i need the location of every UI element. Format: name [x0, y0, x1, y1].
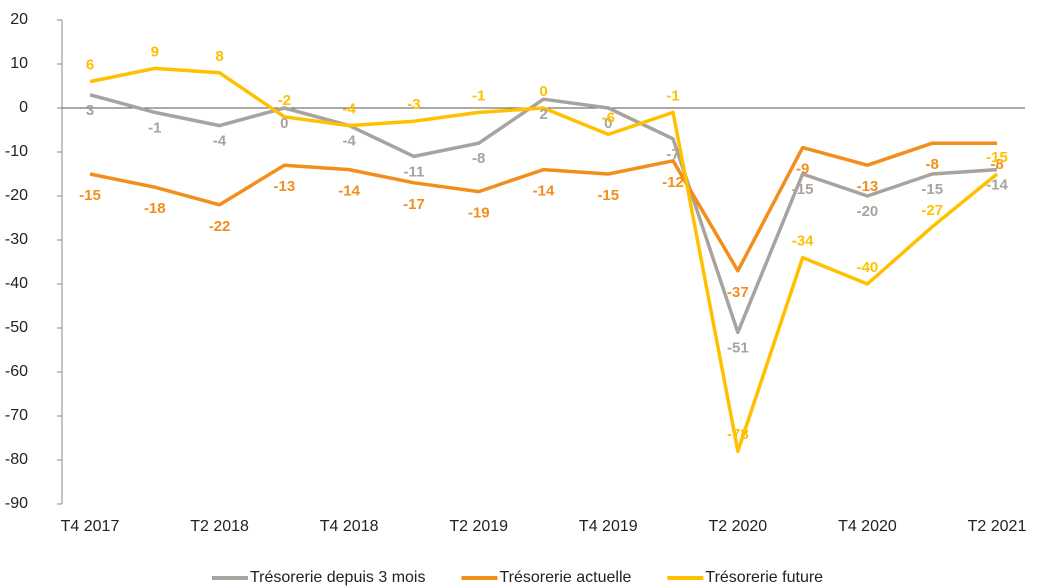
y-tick-label: -40: [5, 275, 28, 292]
data-label: -6: [602, 109, 615, 126]
data-label: -15: [597, 187, 619, 204]
data-label: -12: [662, 174, 684, 191]
data-label: -78: [727, 426, 749, 443]
data-label: -11: [403, 163, 424, 180]
x-tick-label: T4 2020: [838, 518, 897, 535]
y-tick-label: -60: [5, 363, 28, 380]
data-label: -37: [727, 284, 749, 301]
data-label: -9: [796, 161, 809, 178]
legend-label: Trésorerie future: [705, 569, 823, 586]
x-tick-label: T2 2018: [190, 518, 249, 535]
y-tick-label: -10: [5, 143, 28, 160]
data-label: -13: [274, 178, 296, 195]
data-label: 8: [215, 48, 223, 65]
data-label: -34: [792, 233, 814, 250]
data-label: -15: [986, 149, 1008, 166]
y-tick-label: 20: [10, 11, 28, 28]
data-label: -15: [792, 181, 814, 198]
y-tick-label: -30: [5, 231, 28, 248]
data-label: -20: [857, 203, 879, 220]
y-tick-label: 0: [19, 99, 28, 116]
data-label: -8: [472, 150, 485, 167]
data-label: 0: [280, 115, 288, 132]
data-label: -1: [666, 87, 679, 104]
data-label: -40: [857, 259, 879, 276]
data-label: -4: [342, 133, 356, 150]
data-label: 2: [539, 106, 547, 123]
data-label: -4: [342, 101, 356, 118]
x-tick-label: T4 2017: [61, 518, 120, 535]
data-label: -1: [472, 87, 485, 104]
data-label: -3: [407, 96, 420, 113]
data-label: 6: [86, 57, 94, 74]
data-label: -2: [278, 92, 291, 109]
data-label: -8: [990, 156, 1003, 173]
y-tick-label: -50: [5, 319, 28, 336]
y-tick-label: -20: [5, 187, 28, 204]
line: [89, 93, 998, 335]
data-label: -27: [921, 202, 943, 219]
x-tick-label: T2 2021: [968, 518, 1027, 535]
data-label: 9: [151, 43, 159, 60]
y-tick-label: -80: [5, 451, 28, 468]
legend-label: Trésorerie actuelle: [499, 569, 631, 586]
data-label: -18: [144, 200, 166, 217]
data-label: -14: [986, 177, 1008, 194]
data-label: -13: [857, 178, 879, 195]
data-label: 3: [86, 102, 94, 119]
data-label: -17: [403, 196, 425, 213]
data-label: -14: [338, 183, 360, 200]
data-label: -4: [213, 133, 227, 150]
line: [89, 66, 999, 453]
data-label: -7: [666, 146, 679, 163]
y-tick-label: -70: [5, 407, 28, 424]
data-label: -1: [148, 119, 161, 136]
legend-label: Trésorerie depuis 3 mois: [250, 569, 425, 586]
x-tick-label: T2 2020: [708, 518, 767, 535]
y-tick-label: 10: [10, 55, 28, 72]
line: [89, 141, 997, 273]
data-label: -8: [926, 156, 939, 173]
data-label: -14: [533, 183, 555, 200]
data-label: -15: [79, 187, 101, 204]
data-label: -51: [727, 339, 749, 356]
x-tick-label: T4 2019: [579, 518, 638, 535]
data-label: 0: [539, 83, 547, 100]
data-label: 0: [604, 115, 612, 132]
x-tick-label: T2 2019: [449, 518, 508, 535]
y-tick-label: -90: [5, 495, 28, 512]
x-tick-label: T4 2018: [320, 518, 379, 535]
data-label: -22: [209, 218, 231, 235]
data-label: -15: [921, 181, 943, 198]
data-label: -19: [468, 205, 490, 222]
